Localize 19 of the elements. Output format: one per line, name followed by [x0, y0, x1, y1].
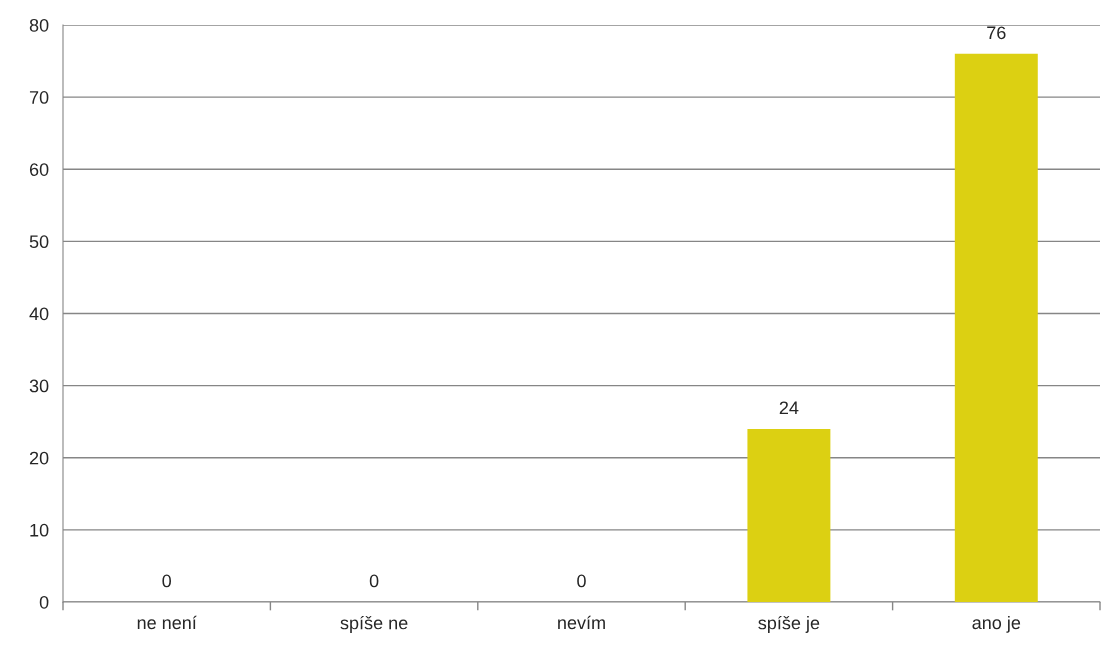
y-tick-label: 50	[29, 235, 49, 249]
x-tick-label: spíše je	[758, 615, 820, 633]
x-tick-label: nevím	[558, 615, 605, 630]
y-tick-label: 60	[29, 163, 49, 176]
y-tick-label: 20	[29, 451, 49, 465]
y-tick-label: 10	[30, 523, 49, 537]
data-label: 24	[779, 401, 799, 415]
y-tick-label: 80	[29, 18, 49, 32]
data-label: 0	[162, 574, 172, 588]
y-tick-label: 0	[39, 595, 49, 609]
y-tick-label: 70	[29, 91, 49, 104]
x-tick-label: ne není	[137, 615, 197, 630]
y-tick-label: 30	[29, 379, 49, 393]
y-tick-label: 40	[29, 307, 49, 321]
data-label: 0	[577, 574, 586, 588]
data-label: 76	[987, 26, 1006, 40]
x-tick-label: spíše ne	[340, 615, 408, 633]
data-label: 0	[369, 574, 379, 588]
x-tick-label: ano je	[972, 615, 1021, 633]
